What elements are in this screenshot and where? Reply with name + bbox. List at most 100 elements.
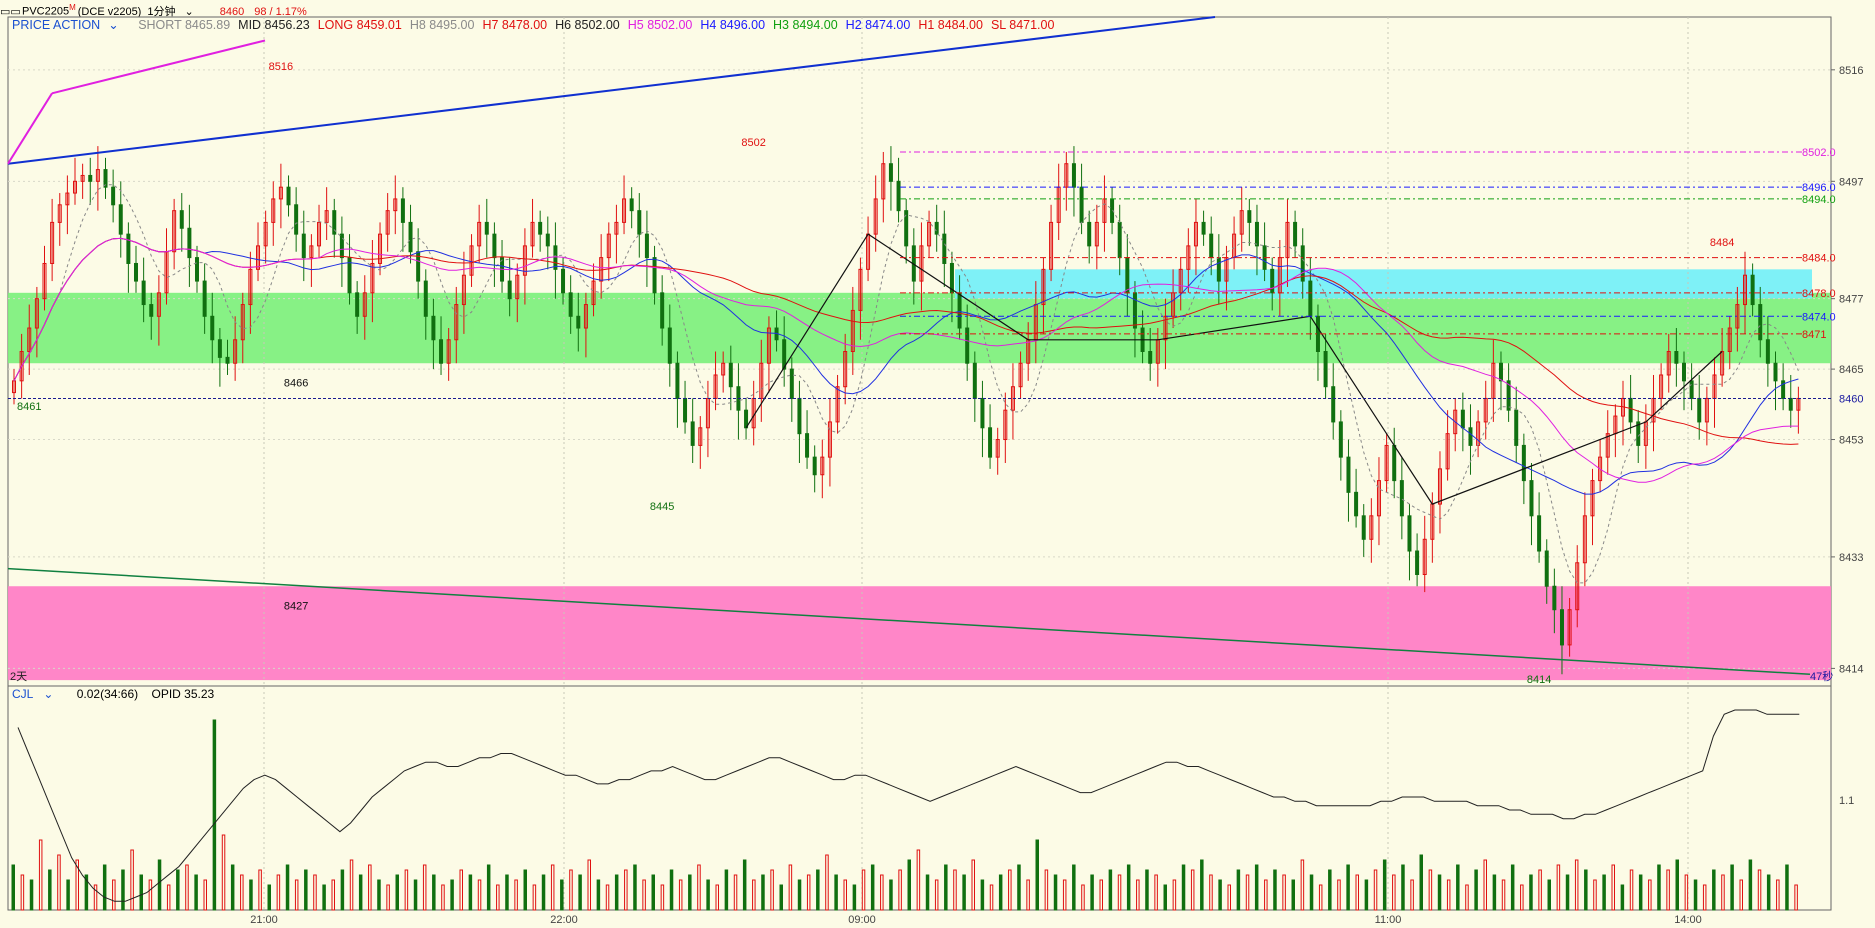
volume-bar: [1236, 869, 1241, 911]
volume-bar: [185, 864, 189, 911]
candle-body: [1308, 280, 1313, 317]
candle-body: [1293, 221, 1298, 247]
candle-body: [721, 362, 726, 376]
volume-bar: [843, 879, 847, 911]
volume-bar: [752, 879, 756, 911]
indicator-selector[interactable]: PRICE ACTION ⌄: [12, 18, 119, 32]
volume-bar: [1072, 864, 1076, 911]
candle-body: [1727, 327, 1732, 352]
candle-body: [782, 339, 787, 370]
volume-bar: [578, 874, 582, 911]
window-icon[interactable]: ▭▭: [0, 5, 21, 18]
candle-body: [65, 192, 70, 206]
volume-bar: [916, 849, 921, 911]
countdown-label: 47秒: [1810, 669, 1833, 683]
chevron-down-icon: ⌄: [43, 687, 54, 701]
candle-body: [339, 233, 344, 259]
volume-bar: [1227, 884, 1231, 911]
volume-bar: [377, 879, 381, 911]
volume-bar: [1337, 879, 1341, 911]
price-annotation: 8461: [17, 401, 41, 413]
candle-body: [1605, 433, 1610, 458]
indicator-short: SHORT 8465.89: [138, 18, 231, 32]
candle-body: [1636, 421, 1641, 446]
volume-bar: [1117, 874, 1122, 911]
volume-bar: [1401, 864, 1405, 911]
volume-bar: [66, 879, 70, 911]
candle-body: [896, 180, 901, 212]
candle-body: [744, 409, 749, 429]
candle-body: [919, 245, 924, 282]
volume-bar: [1474, 869, 1478, 911]
volume-bar: [1017, 864, 1021, 911]
volume-bar: [1766, 874, 1771, 911]
volume-indicator-selector[interactable]: CJL ⌄: [12, 687, 54, 701]
volume-bar: [1136, 879, 1140, 911]
volume-bar: [1629, 869, 1634, 911]
volume-bar: [1465, 884, 1469, 911]
candle-body: [294, 204, 299, 235]
volume-bar: [1611, 864, 1615, 911]
candle-body: [1422, 538, 1427, 576]
volume-bar: [1108, 869, 1113, 911]
candle-body: [446, 339, 451, 364]
volume-bar: [1273, 869, 1277, 911]
candle-body: [187, 227, 192, 259]
candle-body: [1720, 351, 1725, 376]
volume-bar: [1556, 864, 1561, 911]
upper-trendline: [7, 16, 1216, 165]
y-tick-label: 8477: [1839, 294, 1863, 306]
volume-bar: [1081, 884, 1085, 911]
candle-body: [1094, 221, 1099, 247]
candle-body: [1521, 444, 1526, 482]
volume-bar: [1209, 874, 1213, 911]
volume-bar: [1373, 869, 1378, 911]
candle-body: [1445, 433, 1450, 470]
y-tick-label: 8497: [1839, 176, 1863, 188]
volume-bar: [1794, 884, 1798, 911]
volume-bar: [1785, 864, 1789, 911]
candle-body: [484, 221, 489, 235]
volume-bar: [358, 874, 363, 911]
candle-body: [759, 362, 764, 399]
candle-body: [1453, 409, 1458, 435]
volume-bar: [48, 869, 52, 911]
candle-body: [42, 262, 47, 300]
level-label: 8471: [1802, 329, 1826, 341]
indicator-h5: H5 8502.00: [627, 18, 693, 32]
volume-bar: [642, 879, 646, 911]
candle-body: [57, 204, 62, 223]
volume-bar: [486, 864, 491, 911]
volume-bar: [1044, 869, 1049, 911]
candle-body: [1041, 268, 1046, 306]
cyan-zone: [955, 269, 1812, 299]
candle-body: [1681, 362, 1686, 382]
candle-body: [461, 274, 466, 306]
indicator-mid: MID 8456.23: [238, 18, 310, 32]
candle-body: [278, 186, 283, 200]
candle-body: [904, 210, 909, 247]
volume-bar: [1712, 869, 1716, 911]
candle-body: [980, 397, 985, 429]
volume-bar: [1483, 859, 1487, 911]
volume-bar: [221, 834, 226, 911]
volume-bar: [422, 864, 427, 911]
candle-body: [1392, 444, 1397, 482]
volume-y-tick: 1.1: [1839, 795, 1854, 807]
volume-bar: [925, 874, 930, 911]
mid-ma-line: [13, 237, 1799, 495]
candle-body: [888, 163, 893, 182]
period-selector[interactable]: 1分钟 ⌄: [147, 5, 194, 18]
volume-bar: [29, 879, 34, 911]
volume-bar: [733, 874, 738, 911]
candle-body: [515, 274, 520, 300]
volume-bar: [834, 874, 838, 911]
volume-bar: [706, 879, 710, 911]
volume-bar: [1282, 874, 1286, 911]
candle-body: [591, 280, 596, 306]
candle-body: [50, 221, 55, 264]
candle-body: [1559, 609, 1564, 646]
volume-bar: [1218, 879, 1222, 911]
